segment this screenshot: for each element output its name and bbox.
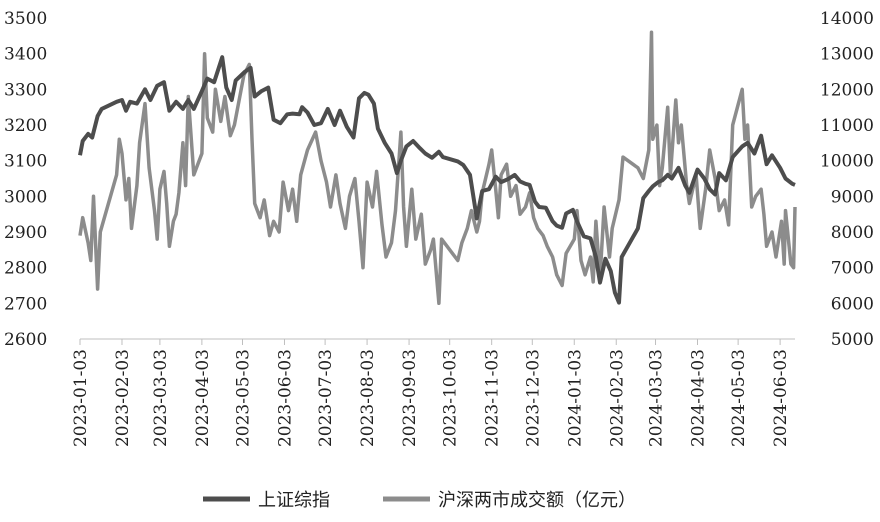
left-y-tick-label: 2600 (4, 330, 47, 350)
x-tick-label: 2023-05-03 (234, 349, 254, 447)
left-y-tick-label: 2900 (4, 223, 47, 243)
x-tick-label: 2023-06-03 (275, 349, 295, 447)
right-y-tick-label: 6000 (831, 294, 874, 314)
legend-label-shanghai-composite: 上证综指 (258, 490, 330, 511)
right-y-tick-label: 12000 (820, 80, 874, 100)
left-y-tick-label: 3300 (4, 80, 47, 100)
x-tick-label: 2023-04-03 (193, 349, 213, 447)
series-line-shanghai-composite (78, 55, 796, 305)
x-tick-label: 2023-08-03 (358, 349, 378, 447)
x-tick-label: 2023-01-03 (71, 349, 91, 447)
legend: 上证综指 沪深两市成交额（亿元） (203, 490, 636, 511)
legend-label-turnover: 沪深两市成交额（亿元） (438, 490, 636, 511)
x-tick-label: 2024-05-03 (729, 349, 749, 447)
left-y-tick-label: 2700 (4, 294, 47, 314)
x-tick-label: 2024-03-03 (647, 349, 667, 447)
right-y-tick-label: 13000 (820, 45, 874, 65)
right-y-tick-label: 8000 (831, 223, 874, 243)
left-y-tick-label: 3000 (4, 187, 47, 207)
x-tick-label: 2024-02-03 (607, 349, 627, 447)
left-y-axis-ticks: 2600 2700 2800 2900 3000 3100 3200 3300 3400 3500 (4, 9, 47, 350)
left-y-tick-label: 3400 (4, 45, 47, 65)
right-y-tick-label: 11000 (820, 116, 874, 136)
right-y-axis-ticks: 5000 6000 7000 8000 9000 10000 11000 12000 13000… (820, 9, 874, 350)
left-y-tick-label: 3500 (4, 9, 47, 29)
right-y-tick-label: 9000 (831, 187, 874, 207)
x-tick-label: 2023-12-03 (523, 349, 543, 447)
x-tick-label: 2023-09-03 (400, 349, 420, 447)
x-tick-label: 2023-11-03 (483, 349, 503, 447)
right-y-tick-label: 7000 (831, 259, 874, 279)
x-tick-label: 2024-01-03 (565, 349, 585, 447)
x-tick-label: 2023-10-03 (441, 349, 461, 447)
x-tick-label: 2024-06-03 (771, 349, 791, 447)
x-tick-label: 2023-07-03 (316, 349, 336, 447)
series-layer (78, 30, 797, 306)
x-tick-label: 2023-03-03 (151, 349, 171, 447)
x-axis-ticks: 2023-01-03 2023-02-03 2023-03-03 2023-04-03… (71, 339, 791, 447)
left-y-tick-label: 3100 (4, 152, 47, 172)
x-tick-label: 2024-04-03 (689, 349, 709, 447)
series-line-turnover (78, 30, 797, 306)
right-y-tick-label: 5000 (831, 330, 874, 350)
left-y-tick-label: 2800 (4, 259, 47, 279)
x-tick-label: 2023-02-03 (113, 349, 133, 447)
left-y-tick-label: 3200 (4, 116, 47, 136)
right-y-tick-label: 10000 (820, 152, 874, 172)
right-y-tick-label: 14000 (820, 9, 874, 29)
